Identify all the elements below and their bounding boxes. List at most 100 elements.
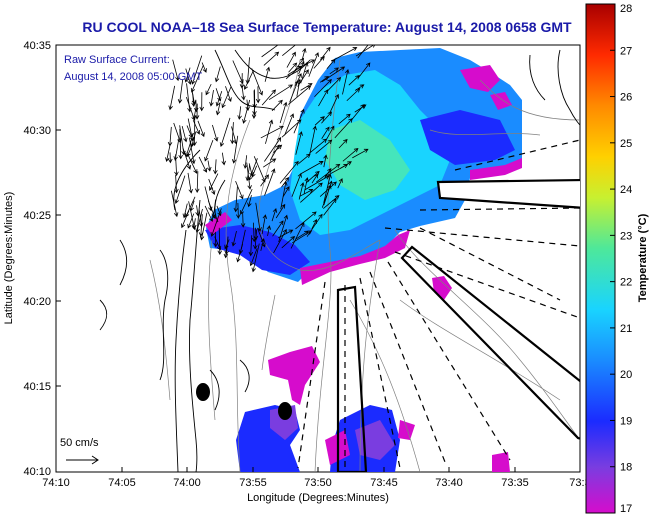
lane-polygon-east (436, 178, 580, 209)
current-vector (294, 59, 316, 71)
x-tick-label: 74:05 (108, 477, 136, 489)
current-vector (185, 68, 192, 85)
current-vector (321, 111, 333, 124)
x-tick-label: 73:50 (304, 477, 332, 489)
y-tick-label: 40:30 (23, 125, 51, 137)
colorbar-tick-label: 25 (620, 138, 632, 150)
current-vector (327, 164, 349, 176)
current-vector (323, 154, 328, 168)
current-vector (195, 205, 200, 217)
current-vector (184, 67, 191, 83)
bathy-contour (429, 129, 541, 136)
current-vector (225, 86, 232, 103)
bathy-contour (359, 239, 381, 472)
current-vector (182, 147, 192, 170)
colorbar-tick-label: 21 (620, 323, 632, 335)
current-vector (194, 171, 200, 194)
current-vector (216, 205, 222, 217)
bathy-contour (399, 299, 561, 401)
coast-line (529, 54, 546, 101)
current-vector (235, 180, 244, 200)
sst-fringe-magenta-1 (300, 230, 410, 285)
dashed-lane (297, 281, 326, 469)
current-vector (251, 243, 260, 273)
bathy-contour (314, 59, 341, 472)
current-vector (209, 173, 219, 191)
current-vector (280, 180, 288, 210)
current-vector (334, 118, 353, 139)
current-vector (174, 175, 186, 204)
current-vector (278, 214, 289, 243)
current-vector (246, 162, 252, 190)
current-vector (165, 145, 171, 162)
sst-patch-lower-5 (492, 452, 510, 472)
current-vector (265, 119, 274, 144)
sst-fringe-magenta-3 (460, 65, 500, 92)
current-vector (338, 113, 351, 125)
sst-fringe-magenta-5 (205, 212, 232, 235)
current-vector (170, 190, 179, 218)
y-tick-label: 40:25 (23, 210, 51, 222)
current-vector (298, 153, 311, 165)
current-vector (338, 138, 348, 149)
station-marker (278, 402, 292, 420)
current-vector (204, 186, 213, 212)
coast-line (557, 49, 580, 126)
dashed-lane (387, 261, 511, 461)
current-vector (290, 222, 305, 249)
bathy-contour (349, 299, 421, 472)
colorbar-tick-label: 17 (620, 503, 632, 515)
current-vector (355, 45, 376, 57)
current-vector (172, 59, 180, 82)
current-vectors (165, 45, 376, 273)
scale-arrow (66, 455, 99, 465)
current-vector (187, 118, 195, 142)
current-vector (188, 137, 196, 165)
current-vector (245, 57, 250, 85)
current-vector (201, 62, 207, 73)
colorbar-tick-label: 27 (620, 45, 632, 57)
current-vector (348, 74, 360, 86)
current-vector (264, 137, 282, 162)
current-vector (255, 86, 261, 104)
coast-line (189, 199, 201, 472)
sst-patch-lower-4 (398, 420, 415, 440)
current-vector (298, 61, 305, 75)
current-vector (221, 152, 226, 166)
current-vector (295, 131, 303, 155)
y-tick-label: 40:35 (23, 40, 51, 52)
x-tick-label: 74:10 (42, 477, 70, 489)
chart-title: RU COOL NOAA–18 Sea Surface Temperature:… (82, 19, 572, 35)
current-vector (279, 101, 288, 124)
current-vector (279, 160, 299, 184)
current-vector (293, 108, 305, 134)
current-vector (245, 99, 250, 112)
bathy-contour (208, 239, 216, 421)
bathy-contour (149, 259, 171, 401)
coast-line (214, 49, 276, 111)
current-vector (294, 73, 302, 87)
colorbar-tick-label: 23 (620, 230, 632, 242)
current-vector (224, 239, 230, 250)
colorbar-gradient (585, 3, 616, 514)
current-vector (198, 156, 208, 173)
current-vector (187, 153, 198, 174)
x-tick-label: 73:45 (370, 477, 398, 489)
bathy-contour (261, 294, 276, 371)
current-vector (214, 236, 222, 251)
current-vector (257, 227, 266, 248)
current-vector (271, 99, 283, 112)
current-vector (204, 139, 214, 162)
sst-field (205, 48, 522, 472)
current-vector (318, 89, 329, 107)
dashed-lanes (297, 139, 580, 472)
current-vector (253, 227, 259, 241)
solid-lanes (336, 178, 580, 472)
current-vector (337, 178, 343, 189)
station-marker (196, 383, 210, 401)
current-vector (357, 45, 369, 59)
colorbar-tick-label: 28 (620, 3, 632, 15)
current-vector (224, 236, 229, 256)
current-vector (243, 69, 255, 90)
current-vector (294, 57, 305, 71)
